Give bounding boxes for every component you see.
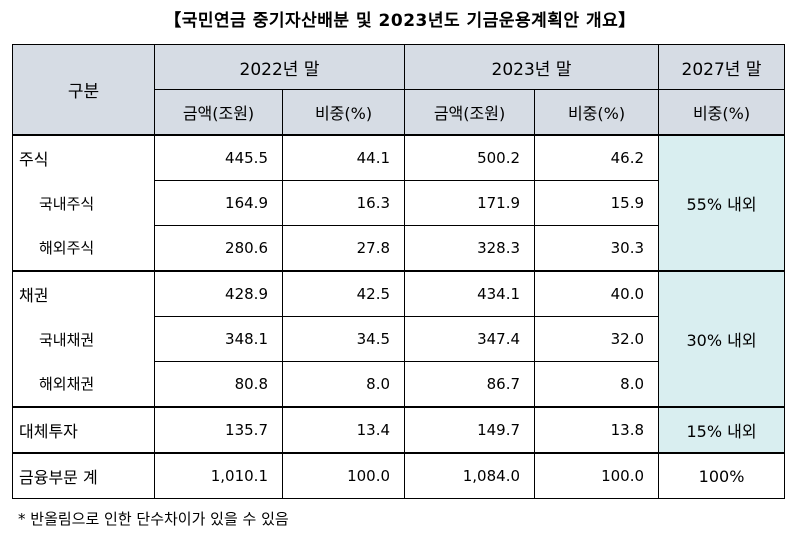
- table-title: 【국민연금 중기자산배분 및 2023년도 기금운용계획안 개요】: [164, 11, 636, 31]
- header-share-2027: 비중(%): [658, 89, 786, 136]
- cell-bond-share-2023: 40.0: [534, 270, 660, 317]
- fund-plan-table: 구분 2022년 말 2023년 말 2027년 말 금액(조원) 비중(%) …: [12, 44, 786, 499]
- cell-for-stock-amount-2022: 280.6: [154, 225, 283, 272]
- header-share-2023: 비중(%): [534, 89, 660, 136]
- row-label-for-bond: 해외채권: [12, 361, 155, 408]
- header-2022: 2022년 말: [153, 44, 406, 90]
- table-row-for-bond: 해외채권 80.8 8.0 86.7 8.0: [12, 361, 785, 408]
- row-label-stock: 주식: [12, 134, 155, 181]
- cell-total-share-2022: 100.0: [281, 452, 406, 499]
- row-label-dom-stock: 국내주식: [12, 180, 155, 226]
- cell-dom-stock-amount-2022: 164.9: [154, 180, 283, 226]
- cell-for-bond-amount-2022: 80.8: [154, 361, 283, 408]
- table-row-dom-bond: 국내채권 348.1 34.5 347.4 32.0: [12, 316, 785, 362]
- cell-total-share-2023: 100.0: [534, 452, 660, 499]
- row-label-total: 금융부문 계: [12, 452, 155, 499]
- row-label-dom-stock-text: 국내주식: [39, 194, 95, 213]
- header-row-years: 구분 2022년 말 2023년 말 2027년 말: [12, 44, 786, 136]
- header-category: 구분: [12, 44, 155, 136]
- cell-stock-share-2023: 46.2: [534, 134, 660, 181]
- cell-alt-share-2022: 13.4: [281, 406, 406, 454]
- cell-bond-amount-2022: 428.9: [154, 270, 283, 317]
- header-share-2022: 비중(%): [281, 89, 406, 136]
- cell-dom-stock-share-2023: 15.9: [534, 180, 660, 226]
- table-row-stock: 주식 445.5 44.1 500.2 46.2 55% 내외: [12, 134, 786, 272]
- cell-alt-share-2023: 13.8: [534, 406, 660, 454]
- cell-for-stock-share-2023: 30.3: [534, 225, 660, 272]
- target-stock-2027: 55% 내외: [658, 134, 786, 272]
- header-2023: 2023년 말: [404, 44, 660, 90]
- cell-dom-bond-amount-2023: 347.4: [404, 316, 536, 362]
- header-amount-2022: 금액(조원): [154, 89, 283, 136]
- cell-dom-bond-share-2022: 34.5: [281, 316, 406, 362]
- cell-for-bond-amount-2023: 86.7: [404, 361, 536, 408]
- target-total-2027: 100%: [658, 452, 786, 499]
- cell-alt-amount-2023: 149.7: [404, 406, 536, 454]
- row-label-for-stock: 해외주식: [12, 225, 155, 272]
- table-row-total: 금융부문 계 1,010.1 100.0 1,084.0 100.0 100%: [12, 452, 786, 499]
- row-label-alt: 대체투자: [12, 406, 155, 454]
- header-amount-2023: 금액(조원): [404, 89, 536, 136]
- cell-dom-bond-share-2023: 32.0: [534, 316, 660, 362]
- cell-for-stock-amount-2023: 328.3: [404, 225, 536, 272]
- row-label-dom-bond: 국내채권: [12, 316, 155, 362]
- cell-alt-amount-2022: 135.7: [154, 406, 283, 454]
- table-row-dom-stock: 국내주식 164.9 16.3 171.9 15.9: [12, 180, 785, 226]
- cell-total-amount-2023: 1,084.0: [404, 452, 536, 499]
- table-row-alt: 대체투자 135.7 13.4 149.7 13.8 15% 내외: [12, 406, 786, 454]
- row-label-bond: 채권: [12, 270, 155, 317]
- cell-bond-amount-2023: 434.1: [404, 270, 536, 317]
- cell-for-bond-share-2022: 8.0: [281, 361, 406, 408]
- cell-stock-amount-2023: 500.2: [404, 134, 536, 181]
- cell-for-stock-share-2022: 27.8: [281, 225, 406, 272]
- cell-dom-bond-amount-2022: 348.1: [154, 316, 283, 362]
- cell-bond-share-2022: 42.5: [281, 270, 406, 317]
- target-alt-2027: 15% 내외: [658, 406, 786, 454]
- footnote: * 반올림으로 인한 단수차이가 있을 수 있음: [18, 510, 289, 528]
- table-row-for-stock: 해외주식 280.6 27.8 328.3 30.3: [12, 225, 785, 272]
- header-row-metrics: 금액(조원) 비중(%) 금액(조원) 비중(%) 비중(%): [13, 89, 786, 136]
- header-2027: 2027년 말: [658, 44, 786, 90]
- cell-for-bond-share-2023: 8.0: [534, 361, 660, 408]
- cell-stock-share-2022: 44.1: [281, 134, 406, 181]
- cell-dom-stock-amount-2023: 171.9: [404, 180, 536, 226]
- cell-stock-amount-2022: 445.5: [154, 134, 283, 181]
- target-bond-2027: 30% 내외: [658, 270, 786, 408]
- table-row-bond: 채권 428.9 42.5 434.1 40.0 30% 내외: [12, 270, 786, 408]
- cell-dom-stock-share-2022: 16.3: [281, 180, 406, 226]
- cell-total-amount-2022: 1,010.1: [154, 452, 283, 499]
